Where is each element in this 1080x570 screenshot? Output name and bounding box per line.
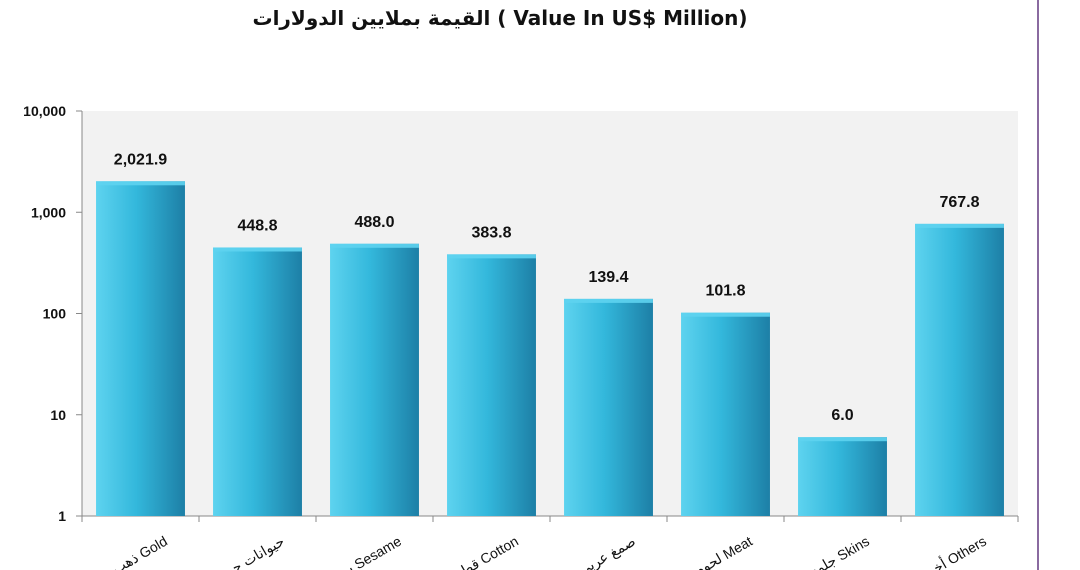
- y-tick-label: 1,000: [31, 204, 66, 220]
- data-label: 383.8: [471, 224, 511, 241]
- bar: [447, 254, 536, 516]
- y-tick-label: 100: [43, 306, 67, 322]
- bar: [915, 223, 1004, 516]
- category-labels: ذهب Gold حيوانات حية سمسم Sesame قطن Cotton…: [109, 532, 989, 570]
- bar: [564, 298, 653, 516]
- data-label: 767.8: [939, 194, 979, 211]
- y-axis: 1 10 100 1,000 10,000: [23, 103, 83, 524]
- category-label: جلود Skins: [808, 533, 873, 570]
- category-label: قطن Cotton: [449, 533, 522, 570]
- category-label: لحوم Meat: [691, 533, 755, 570]
- bar: [96, 181, 185, 516]
- category-label: أخرى Others: [914, 532, 990, 570]
- bar: [798, 437, 887, 516]
- data-labels: 2,021.9 448.8 488.0 383.8 139.4 101.8 6.0 767.8: [114, 151, 980, 424]
- bars: [96, 181, 1004, 517]
- bar-top-highlight: [798, 437, 887, 442]
- category-label: صمغ عربي: [575, 533, 638, 570]
- x-axis: [81, 515, 1019, 522]
- y-tick-label: 10: [50, 407, 66, 423]
- bar: [681, 312, 770, 516]
- data-label: 448.8: [237, 217, 277, 234]
- data-label: 139.4: [588, 269, 628, 286]
- data-label: 2,021.9: [114, 151, 167, 168]
- bar: [213, 247, 302, 516]
- category-label: سمسم Sesame: [312, 533, 405, 570]
- bar-top-highlight: [915, 223, 1004, 228]
- y-tick-label: 10,000: [23, 103, 66, 119]
- frame-border: [1037, 0, 1039, 570]
- category-label: ذهب Gold: [109, 533, 170, 570]
- bar-top-highlight: [564, 298, 653, 303]
- bar: [330, 243, 419, 517]
- bar-top-highlight: [213, 247, 302, 252]
- bar-top-highlight: [330, 243, 419, 248]
- bar-top-highlight: [681, 312, 770, 317]
- chart-title: القيمة بملايين الدولارات ( Value In US$ …: [252, 6, 748, 30]
- data-label: 101.8: [705, 283, 745, 300]
- bar-top-highlight: [96, 181, 185, 186]
- data-label: 488.0: [354, 214, 394, 231]
- bar-top-highlight: [447, 254, 536, 259]
- data-label: 6.0: [831, 407, 853, 424]
- y-tick-label: 1: [58, 508, 66, 524]
- category-label: حيوانات حية: [219, 533, 288, 570]
